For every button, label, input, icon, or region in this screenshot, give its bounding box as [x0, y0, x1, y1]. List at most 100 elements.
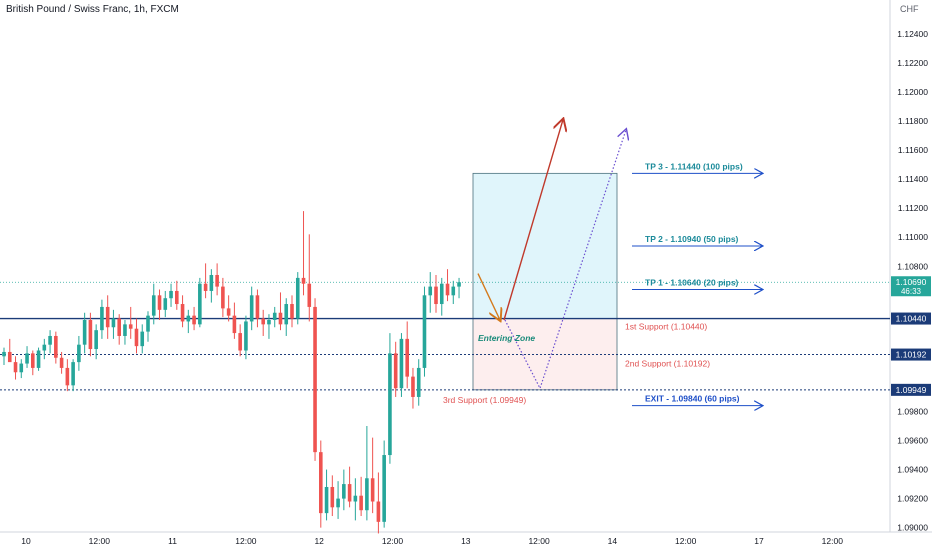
support-label-2: 2nd Support (1.10192) — [625, 359, 710, 369]
y-tick-label: 1.12200 — [897, 58, 928, 68]
candle-body — [163, 298, 168, 310]
candle-body — [347, 484, 352, 502]
y-tick-label: 1.10800 — [897, 261, 928, 271]
candle-body — [140, 331, 145, 347]
y-tick-label: 1.09800 — [897, 406, 928, 416]
candle-body — [198, 283, 202, 325]
x-tick-label: 12:00 — [675, 536, 697, 546]
candle-body — [272, 312, 277, 320]
y-tick-label: 1.11200 — [898, 203, 928, 213]
candle-body — [445, 283, 450, 296]
candle-body — [36, 350, 41, 368]
candle-body — [151, 295, 156, 316]
candle-body — [19, 363, 24, 373]
candle-body — [313, 306, 317, 453]
candle-body — [451, 286, 456, 296]
candle-body — [353, 495, 358, 502]
candle-body — [226, 308, 231, 316]
x-tick-label: 10 — [21, 536, 31, 546]
candle-body — [2, 351, 6, 357]
candle-body — [7, 351, 12, 363]
candle-body — [255, 295, 260, 319]
x-tick-label: 12:00 — [382, 536, 404, 546]
support-price-tag-label-3: 1.09949 — [896, 385, 927, 395]
x-tick-label: 12:00 — [89, 536, 111, 546]
x-tick-label: 17 — [754, 536, 764, 546]
candle-body — [209, 274, 214, 291]
candle-body — [215, 274, 219, 287]
candle-body — [365, 478, 369, 511]
support-price-tag-2 — [891, 348, 931, 361]
chart-title: British Pound / Swiss Franc, 1h, FXCM — [6, 4, 179, 15]
x-tick-label: 13 — [461, 536, 471, 546]
candle-body — [290, 304, 294, 319]
candle-body — [94, 330, 98, 350]
candle-body — [439, 283, 444, 305]
currency-label: CHF — [900, 4, 919, 14]
candle-body — [88, 320, 93, 350]
candle-body — [422, 295, 427, 368]
candle-body — [48, 335, 52, 345]
current-price-countdown: 46:33 — [901, 287, 922, 296]
candle-body — [393, 353, 398, 389]
support-price-tag-label-2: 1.10192 — [896, 350, 927, 360]
candle-body — [267, 320, 271, 325]
support-price-tag-label-1: 1.10440 — [896, 314, 927, 324]
target-label-1: TP 1 - 1.10640 (20 pips) — [645, 278, 739, 288]
candle-body — [54, 335, 58, 358]
candle-body — [117, 318, 121, 336]
candle-body — [238, 333, 242, 351]
target-label-3: TP 3 - 1.11440 (100 pips) — [645, 161, 743, 171]
candle-body — [278, 312, 283, 325]
candle-body — [221, 286, 225, 309]
current-price-value: 1.10690 — [896, 277, 927, 287]
candle-body — [175, 290, 179, 305]
bullish-projection-arrow — [503, 120, 563, 321]
y-tick-label: 1.09600 — [897, 436, 928, 446]
support-price-tag-1 — [891, 312, 931, 325]
candle-body — [100, 306, 104, 331]
candle-body — [249, 295, 254, 322]
x-tick-label: 12:00 — [822, 536, 844, 546]
candle-body — [261, 318, 265, 325]
candle-body — [382, 455, 386, 522]
candle-body — [123, 324, 127, 336]
y-tick-label: 1.11400 — [898, 174, 928, 184]
alternate-projection-path — [504, 130, 626, 390]
candle-body — [244, 321, 248, 351]
candle-body — [192, 315, 196, 325]
y-tick-label: 1.12400 — [897, 29, 928, 39]
candle-body — [434, 286, 438, 305]
y-tick-label: 1.09400 — [897, 465, 928, 475]
target-zone-box — [472, 172, 618, 319]
candle-body — [65, 367, 70, 386]
x-tick-label: 11 — [168, 536, 177, 546]
y-tick-label: 1.11600 — [898, 145, 928, 155]
candle-body — [388, 353, 392, 456]
y-tick-label: 1.11000 — [898, 232, 928, 242]
candle-body — [203, 283, 208, 291]
entry-arrow — [477, 273, 500, 320]
candle-body — [232, 315, 237, 334]
candle-body — [146, 315, 150, 332]
x-tick-label: 14 — [608, 536, 618, 546]
candle-body — [157, 295, 162, 310]
candle-body — [25, 353, 29, 364]
x-tick-label: 12:00 — [528, 536, 550, 546]
candle-body — [295, 277, 300, 319]
x-tick-label: 12:00 — [235, 536, 257, 546]
candle-body — [416, 367, 421, 397]
entering-zone-label: Entering Zone — [478, 333, 535, 343]
candle-body — [31, 353, 35, 368]
target-label-2: TP 2 - 1.10940 (50 pips) — [645, 234, 739, 244]
x-tick-label: 12 — [314, 536, 324, 546]
y-tick-label: 1.11800 — [898, 116, 928, 126]
candle-body — [284, 304, 289, 325]
y-tick-label: 1.09000 — [897, 523, 928, 533]
candle-body — [77, 344, 81, 363]
candle-body — [180, 304, 185, 322]
candle-body — [376, 501, 381, 522]
candle-body — [411, 376, 415, 397]
